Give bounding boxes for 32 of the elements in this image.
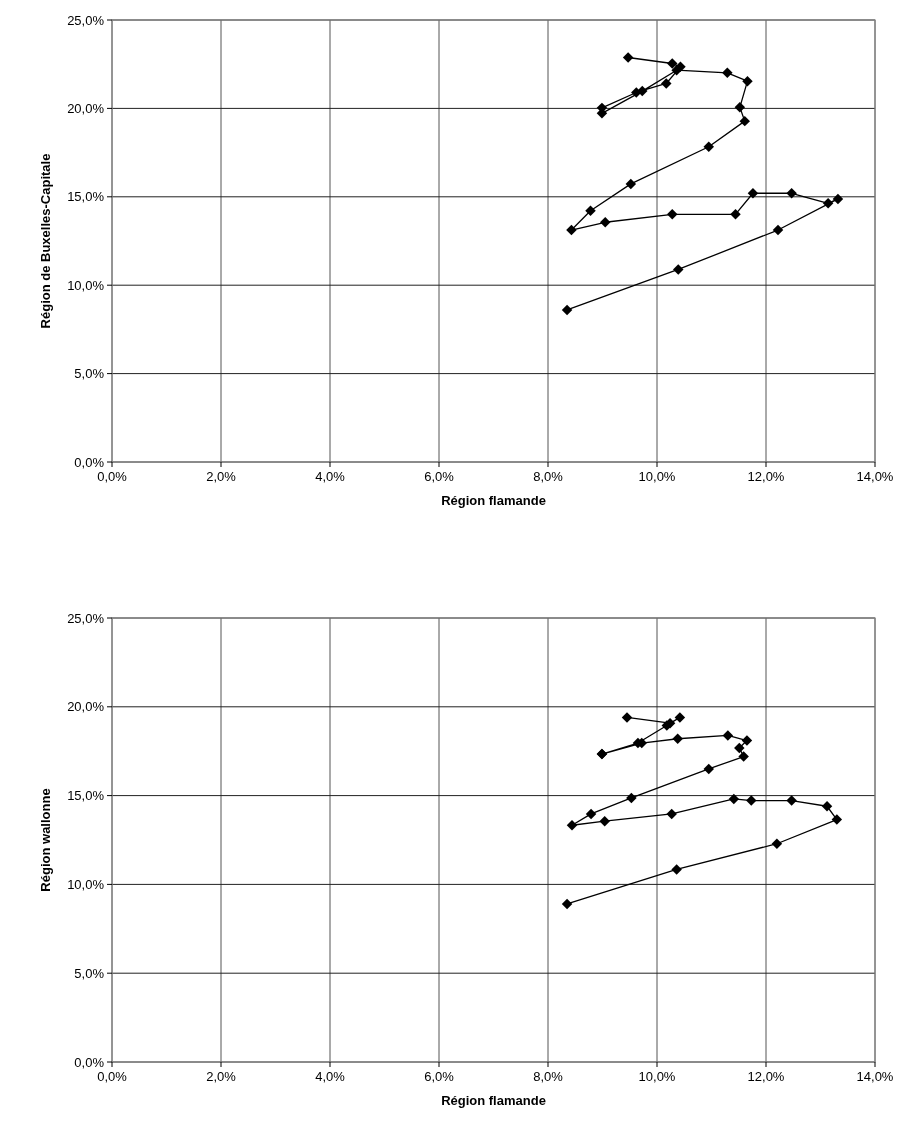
y-tick-label: 0,0% — [74, 454, 105, 470]
y-tick-label: 25,0% — [67, 12, 105, 28]
y-tick-label: 20,0% — [67, 100, 105, 116]
x-tick-label: 4,0% — [315, 1069, 346, 1084]
x-tick-label: 12,0% — [747, 1069, 785, 1084]
x-tick-label: 12,0% — [747, 469, 785, 484]
x-tick-label: 2,0% — [206, 1069, 237, 1084]
y-tick-label: 15,0% — [67, 788, 105, 804]
x-tick-label: 10,0% — [638, 469, 676, 484]
x-tick-label: 0,0% — [97, 1069, 128, 1084]
y-axis-title: Région de Buxelles-Capitale — [38, 153, 53, 329]
x-tick-label: 6,0% — [424, 469, 455, 484]
x-tick-label: 0,0% — [97, 469, 128, 484]
x-tick-label: 2,0% — [206, 469, 237, 484]
x-tick-label: 14,0% — [856, 1069, 894, 1084]
x-tick-label: 8,0% — [533, 1069, 564, 1084]
x-tick-label: 10,0% — [638, 1069, 676, 1084]
x-tick-label: 6,0% — [424, 1069, 455, 1084]
y-tick-label: 5,0% — [74, 366, 105, 382]
x-axis-title: Région flamande — [441, 493, 546, 508]
x-axis-title: Région flamande — [441, 1093, 546, 1108]
y-tick-label: 25,0% — [67, 610, 105, 626]
y-tick-label: 10,0% — [67, 277, 105, 293]
y-tick-label: 5,0% — [74, 965, 105, 981]
y-tick-label: 0,0% — [74, 1054, 105, 1070]
y-tick-label: 20,0% — [67, 699, 105, 715]
x-tick-label: 8,0% — [533, 469, 564, 484]
y-tick-label: 15,0% — [67, 189, 105, 205]
x-tick-label: 14,0% — [856, 469, 894, 484]
y-axis-title: Région wallonne — [38, 788, 53, 892]
x-tick-label: 4,0% — [315, 469, 346, 484]
y-tick-label: 10,0% — [67, 876, 105, 892]
